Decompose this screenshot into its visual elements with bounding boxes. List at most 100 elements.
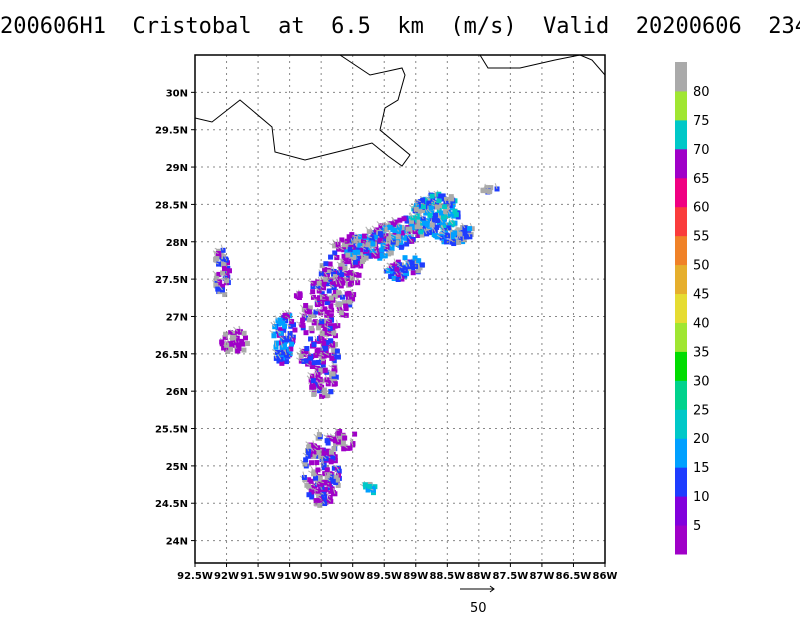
wind-cell <box>328 459 334 465</box>
wind-arrow <box>233 326 238 332</box>
wind-cell <box>324 309 330 315</box>
wind-cell <box>377 237 383 243</box>
wind-arrow <box>333 274 339 281</box>
wind-arrow <box>325 294 332 299</box>
wind-cell <box>219 339 225 345</box>
wind-cell <box>338 266 344 272</box>
wind-cell <box>330 478 336 484</box>
wind-cell <box>404 241 410 247</box>
wind-cell <box>379 252 385 258</box>
wind-cell <box>313 449 319 455</box>
wind-cell <box>365 487 371 493</box>
colorbar-label: 5 <box>693 519 701 534</box>
wind-cell <box>347 302 353 308</box>
wind-arrow <box>220 244 224 251</box>
x-tick-label: 91W <box>277 571 302 582</box>
wind-cell <box>242 335 248 341</box>
wind-cell <box>329 486 335 492</box>
wind-cell <box>330 323 336 329</box>
wind-cell <box>381 237 387 243</box>
wind-arrow <box>438 217 443 223</box>
wind-cell <box>323 486 329 492</box>
wind-arrow <box>360 245 366 250</box>
wind-cell <box>311 453 317 459</box>
y-tick-label: 24N <box>166 537 188 548</box>
colorbar-label: 80 <box>693 85 710 100</box>
wind-cell <box>405 226 411 232</box>
wind-cell <box>216 271 222 277</box>
wind-cell <box>426 200 432 206</box>
wind-cell <box>388 274 394 280</box>
wind-cell <box>220 270 226 276</box>
wind-arrow <box>335 309 342 314</box>
wind-cell <box>351 254 357 260</box>
colorbar-segment <box>675 525 687 555</box>
y-tick-label: 27.5N <box>155 275 188 286</box>
wind-arrow <box>320 459 325 466</box>
wind-cell <box>334 348 340 354</box>
wind-cell <box>241 330 247 336</box>
wind-arrow <box>309 446 315 452</box>
wind-cell <box>428 205 434 211</box>
wind-arrow <box>392 234 399 238</box>
wind-cell <box>310 289 316 295</box>
wind-cell <box>283 359 289 365</box>
wind-cell <box>322 390 328 396</box>
x-tick-label: 92.5W <box>177 571 213 582</box>
wind-arrow <box>325 477 331 482</box>
wind-cell <box>392 232 398 238</box>
coastline-east <box>479 55 605 76</box>
wind-arrow <box>391 216 396 223</box>
colorbar-label: 70 <box>693 143 710 158</box>
wind-arrow <box>355 233 361 238</box>
wind-cell <box>311 391 317 397</box>
wind-cell <box>361 233 367 239</box>
wind-cell <box>315 319 321 325</box>
wind-cell <box>439 203 445 209</box>
wind-arrow <box>426 208 432 214</box>
wind-cell <box>279 360 285 366</box>
wind-arrow <box>388 263 394 270</box>
wind-cell <box>282 312 288 318</box>
colorbar-label: 15 <box>693 461 710 476</box>
wind-arrow <box>365 226 370 232</box>
y-tick-label: 29N <box>166 163 188 174</box>
wind-cell <box>214 279 220 285</box>
wind-cell <box>287 351 293 357</box>
colorbar-label: 65 <box>693 172 710 187</box>
colorbar-segment <box>675 322 687 352</box>
wind-arrow <box>310 466 315 473</box>
wind-cell <box>386 236 392 242</box>
wind-arrow <box>332 487 336 494</box>
wind-arrow <box>324 325 331 329</box>
wind-arrow <box>456 228 461 235</box>
wind-cell <box>361 237 367 243</box>
colorbar-segment <box>675 351 687 381</box>
wind-cell <box>330 327 336 333</box>
wind-cell <box>276 321 282 327</box>
wind-cell <box>348 270 354 276</box>
colorbar-label: 30 <box>693 374 710 389</box>
wind-arrow <box>335 436 339 443</box>
wind-cell <box>334 254 340 260</box>
wind-arrow <box>343 262 346 269</box>
wind-cell <box>438 193 444 199</box>
wind-arrow <box>378 228 385 233</box>
wind-cell <box>313 309 319 315</box>
wind-cell <box>324 467 330 473</box>
wind-arrow <box>336 266 341 273</box>
wind-cell <box>358 247 364 253</box>
wind-arrow <box>212 270 218 276</box>
wind-arrow <box>440 225 446 231</box>
wind-cell <box>417 265 423 271</box>
wind-cell <box>222 335 228 341</box>
wind-cell <box>322 267 328 273</box>
wind-arrow <box>320 275 327 280</box>
wind-cell <box>318 367 324 373</box>
colorbar-segment <box>675 496 687 526</box>
wind-cell <box>365 242 371 248</box>
wind-arrow <box>340 291 343 298</box>
wind-cell <box>318 271 324 277</box>
wind-arrow <box>270 321 276 328</box>
